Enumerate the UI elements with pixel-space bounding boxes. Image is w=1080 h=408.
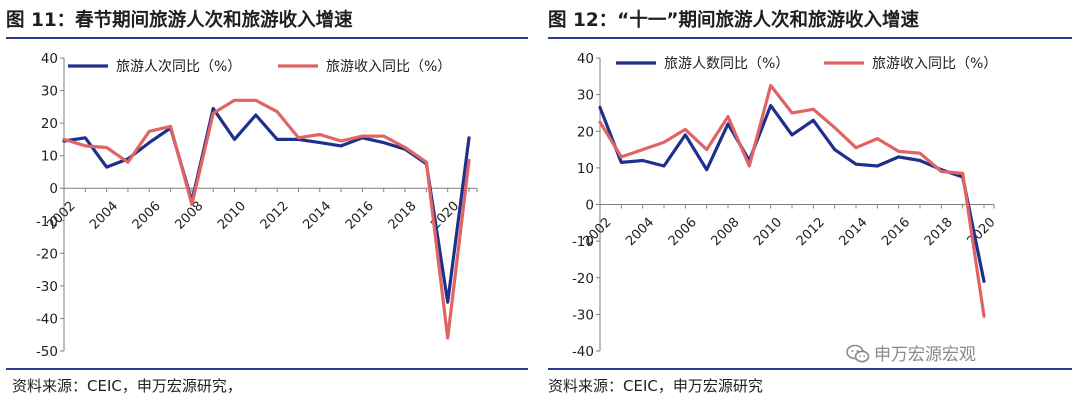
chart1-series-line-0 xyxy=(598,103,986,283)
chart0-legend-label-1: 旅游收入同比（%） xyxy=(326,59,451,75)
chart0-x-tick-label: 2018 xyxy=(386,199,420,233)
chart1-x-tick-label: 2008 xyxy=(709,215,743,249)
chart0-y-tick-label: -50 xyxy=(36,344,58,360)
chart0-legend-label-0: 旅游人次同比（%） xyxy=(116,59,241,75)
left-title-rule xyxy=(6,37,528,39)
chart1-y-tick-label: -40 xyxy=(572,344,594,360)
right-bottom-rule xyxy=(548,368,1072,370)
chart1-legend-label-0: 旅游人数同比（%） xyxy=(664,56,789,72)
chart1-x-tick-label: 2010 xyxy=(751,215,785,249)
chart0-x-tick-label: 2016 xyxy=(343,199,377,233)
chart0-x-tick-label: 2002 xyxy=(45,199,79,233)
chart1-y-tick-label: -10 xyxy=(572,234,594,250)
chart0-x-tick-label: 2006 xyxy=(130,199,164,233)
chart1-x-tick-label: 2012 xyxy=(794,215,828,249)
chart0-y-tick-label: -40 xyxy=(36,311,58,327)
left-chart-title: 图 11：春节期间旅游人次和旅游收入增速 xyxy=(6,10,353,31)
chart0-y-tick-label: 0 xyxy=(49,181,58,197)
chart0-x-tick-label: 2004 xyxy=(87,199,121,233)
chart1-x-tick-label: 2006 xyxy=(666,215,700,249)
chart1-y-tick-label: -30 xyxy=(572,307,594,323)
chart1-x-tick-label: 2014 xyxy=(837,215,871,249)
chart0-y-tick-label: -20 xyxy=(36,246,58,262)
chart0-y-tick-label: 40 xyxy=(41,51,58,67)
chart0-x-tick-label: 2010 xyxy=(215,199,249,233)
chart0-y-tick-label: 10 xyxy=(41,149,58,165)
chart1-x-tick-label: 2002 xyxy=(581,215,615,249)
chart1-y-tick-label: 10 xyxy=(577,161,594,177)
chart0-y-tick-label: -30 xyxy=(36,279,58,295)
chart1-y-tick-label: -20 xyxy=(572,271,594,287)
wechat-icon xyxy=(846,344,870,364)
left-source-note: 资料来源：CEIC，申万宏源研究， xyxy=(12,377,242,395)
chart1-y-tick-label: 20 xyxy=(577,124,594,140)
chart1-y-tick-label: 30 xyxy=(577,88,594,104)
chart0-y-tick-label: -10 xyxy=(36,214,58,230)
chart1-x-tick-label: 2018 xyxy=(922,215,956,249)
chart0-x-tick-label: 2008 xyxy=(172,199,206,233)
chart0-x-tick-label: 2012 xyxy=(258,199,292,233)
chart1-series-line-1 xyxy=(598,83,986,318)
left-bottom-rule xyxy=(6,368,528,370)
chart1-y-tick-label: 40 xyxy=(577,51,594,67)
chart1-x-tick-label: 2004 xyxy=(623,215,657,249)
chart1-y-tick-label: 0 xyxy=(585,198,594,214)
chart0-y-tick-label: 20 xyxy=(41,116,58,132)
right-source-note: 资料来源：CEIC，申万宏源研究 xyxy=(548,377,763,395)
chart1-x-tick-label: 2016 xyxy=(879,215,913,249)
chart0-y-tick-label: 30 xyxy=(41,84,58,100)
chart0-x-tick-label: 2014 xyxy=(300,199,334,233)
watermark: 申万宏源宏观 xyxy=(846,340,976,365)
right-title-rule xyxy=(548,37,1072,39)
right-chart-title: 图 12：“十一”期间旅游人次和旅游收入增速 xyxy=(548,10,920,31)
watermark-text: 申万宏源宏观 xyxy=(874,345,976,365)
chart1-legend-label-1: 旅游收入同比（%） xyxy=(872,56,997,72)
chart0-series-line-1 xyxy=(62,98,471,340)
left-line-chart: -50 -40 -30 -20 -10 0 10 20 30 40 2002 2004 2006 2008… xyxy=(36,51,478,360)
